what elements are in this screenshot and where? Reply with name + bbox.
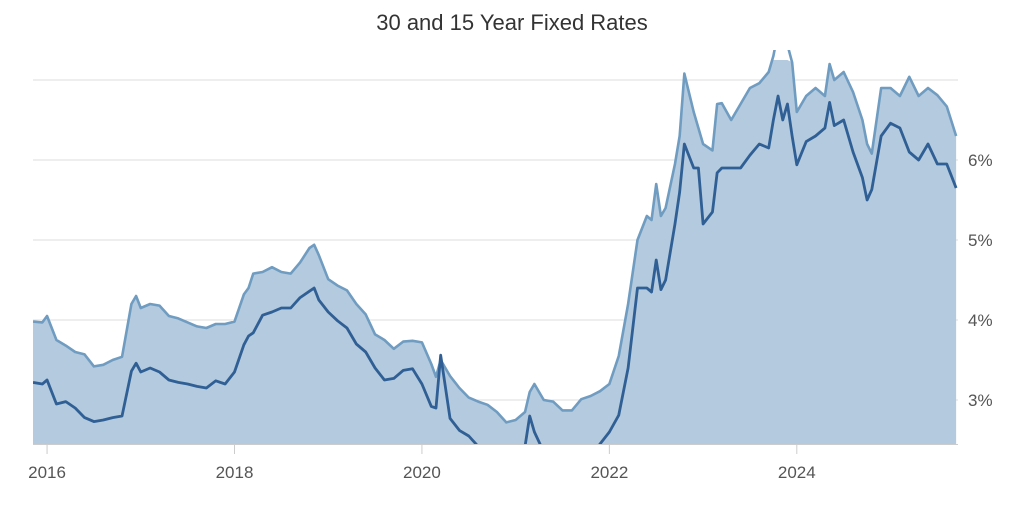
series-line-0: [33, 50, 958, 424]
series-line-1: [33, 94, 958, 444]
y-axis: 3% 4% 5% 6%: [968, 151, 993, 410]
y-tick-label: 6%: [968, 151, 993, 170]
x-tick-label: 2022: [590, 463, 628, 482]
x-tick-label: 2016: [28, 463, 66, 482]
area-layer: [33, 60, 957, 444]
x-tick-label: 2018: [216, 463, 254, 482]
x-axis: 2016 2018 2020 2022 2024: [28, 444, 958, 482]
line-layer: [33, 50, 958, 444]
chart-title: 30 and 15 Year Fixed Rates: [376, 10, 648, 35]
area-fill: [33, 60, 957, 444]
y-tick-label: 4%: [968, 311, 993, 330]
y-tick-label: 3%: [968, 391, 993, 410]
x-tick-label: 2020: [403, 463, 441, 482]
y-tick-label: 5%: [968, 231, 993, 250]
x-tick-label: 2024: [778, 463, 816, 482]
